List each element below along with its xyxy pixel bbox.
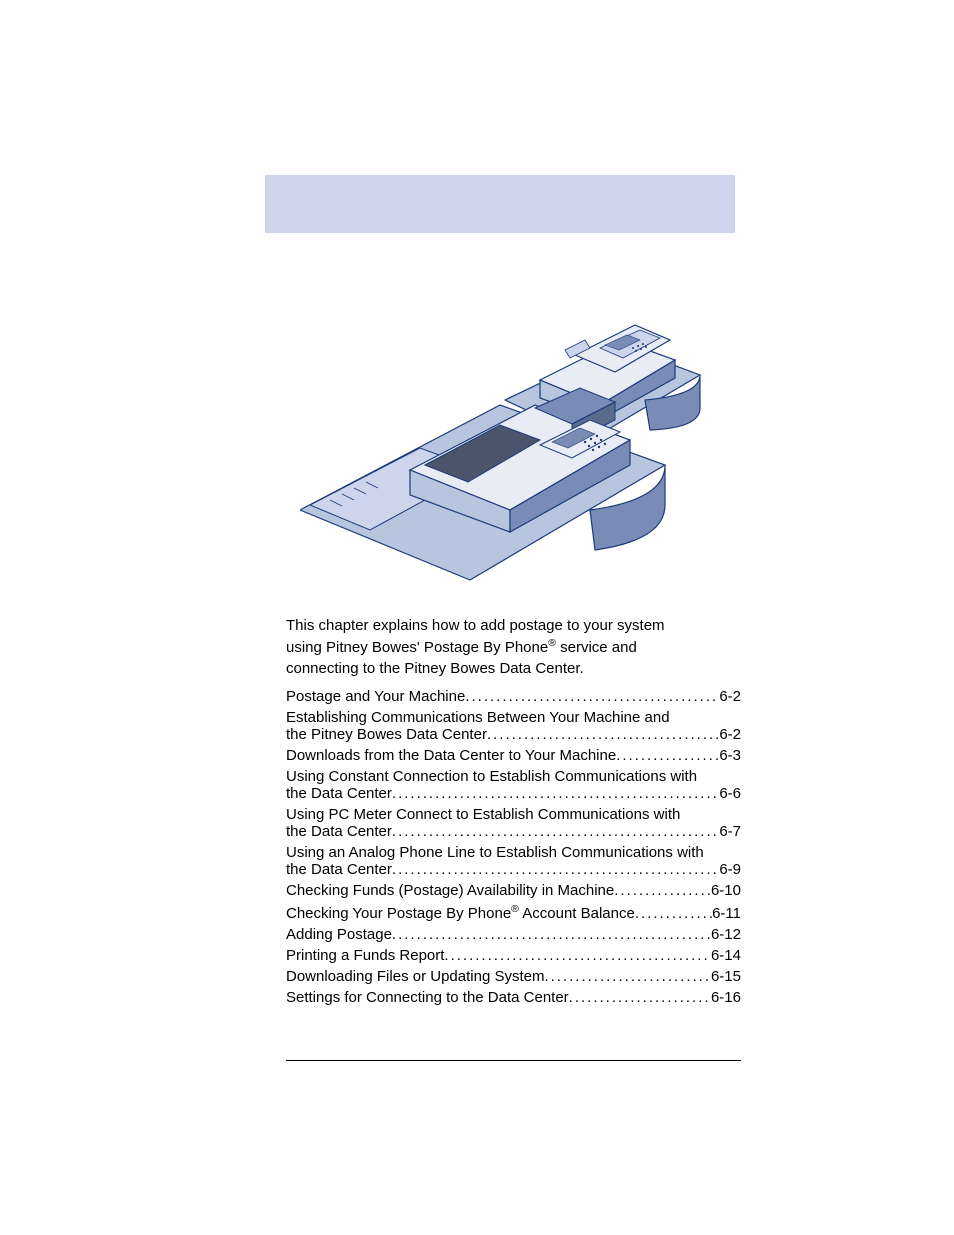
toc-label-line1: Using PC Meter Connect⁠ to Establish Com… [286,806,741,823]
intro-line3: connecting to the Pitney Bowes Data Cent… [286,660,584,677]
toc-label: Settings for Connecting to the Data Cent… [286,989,569,1006]
toc-entry: Using Constant Connection to Establish C… [286,768,741,802]
intro-line2a: using Pitney Bowes' Postage By Phone [286,639,548,656]
toc-leader [392,785,719,802]
bottom-rule [286,1060,741,1061]
table-of-contents: Postage and Your Machine6-2Establishing … [286,688,741,1010]
toc-entry: Downloads from the Data Center to Your M… [286,747,741,764]
toc-label-line2: the Data Center [286,785,392,802]
toc-page: 6-11 [712,905,741,922]
toc-label: Printing a Funds Report [286,947,444,964]
toc-page: 6-9 [719,861,741,878]
toc-entry: Downloading Files or Updating System 6-15 [286,968,741,985]
toc-entry: Settings for Connecting to the Data Cent… [286,989,741,1006]
toc-page: 6-12 [711,926,741,943]
toc-label-line2: the Pitney Bowes Data Center [286,726,487,743]
toc-page: 6-16 [711,989,741,1006]
toc-entry: Adding Postage 6-12 [286,926,741,943]
toc-leader [616,747,719,764]
toc-page: 6-2 [719,688,741,705]
toc-leader [392,861,719,878]
toc-label: Adding Postage [286,926,392,943]
intro-line1: This chapter explains how to add postage… [286,617,665,634]
toc-page: 6-7 [719,823,741,840]
toc-leader [465,688,719,705]
toc-page: 6-15 [711,968,741,985]
toc-entry: Printing a Funds Report 6-14 [286,947,741,964]
toc-leader [635,905,712,922]
toc-label-line2: the Data Center [286,861,392,878]
chapter-header-bar [265,175,735,233]
toc-label-line2: the Data Center [286,823,392,840]
intro-line2b: service and [556,639,637,656]
toc-leader [614,882,711,899]
product-illustration [300,295,720,585]
registered-mark: ® [548,637,556,649]
toc-page: 6-14 [711,947,741,964]
chapter-intro: This chapter explains how to add postage… [286,615,741,679]
toc-label-line1: Using an Analog Phone Line to Establish … [286,844,741,861]
toc-leader [569,989,711,1006]
toc-label-line1: Establishing Communications Between Your… [286,709,741,726]
toc-label: Postage and Your Machine [286,688,465,705]
toc-entry: Postage and Your Machine 6-2 [286,688,741,705]
toc-entry: Establishing Communications Between Your… [286,709,741,743]
toc-page: 6-2 [719,726,741,743]
toc-label: Checking Funds (Postage) Availability in… [286,882,614,899]
toc-entry: Checking Funds (Postage) Availability in… [286,882,741,899]
toc-label: Checking Your Postage By Phone® Account … [286,903,635,922]
toc-entry: Checking Your Postage By Phone® Account … [286,903,741,922]
toc-leader [487,726,719,743]
toc-page: 6-3 [719,747,741,764]
toc-page: 6-6 [719,785,741,802]
toc-leader [444,947,711,964]
toc-label: Downloads from the Data Center to Your M… [286,747,616,764]
toc-page: 6-10 [711,882,741,899]
toc-entry: Using PC Meter Connect⁠ to Establish Com… [286,806,741,840]
toc-leader [392,926,711,943]
toc-entry: Using an Analog Phone Line to Establish … [286,844,741,878]
toc-label: Downloading Files or Updating System [286,968,544,985]
toc-leader [392,823,719,840]
toc-label-line1: Using Constant Connection to Establish C… [286,768,741,785]
toc-leader [544,968,711,985]
